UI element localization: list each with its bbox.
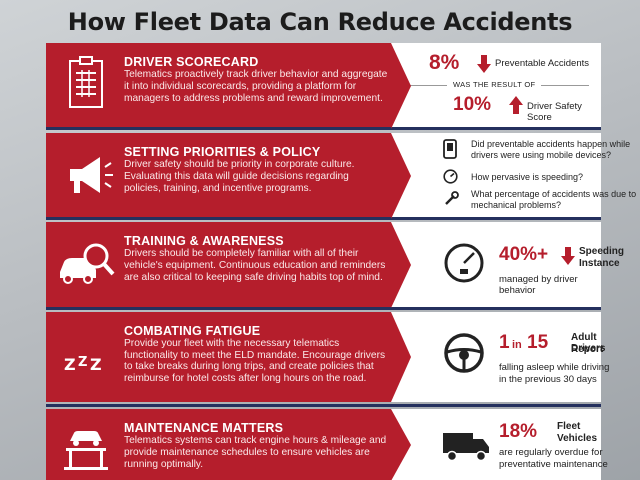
section-title: MAINTENANCE MATTERS [124,421,284,435]
speedometer-icon [443,169,458,184]
section-arrow [391,222,411,308]
stat-value: 15 [527,332,549,353]
stat-value: 40%+ [499,244,549,265]
section-divider [46,127,601,130]
section-description: Driver safety should be priority in corp… [124,159,355,194]
section-arrow [391,312,411,402]
arrow-up-icon [509,96,523,114]
section-description: Telematics systems can track engine hour… [124,435,387,470]
wrench-icon [445,191,459,205]
section-divider [46,217,601,220]
stat-value: 8% [429,51,460,74]
section-panel: MAINTENANCE MATTERS Telematics systems c… [46,409,391,480]
section-maintenance-matters: MAINTENANCE MATTERS Telematics systems c… [46,409,608,480]
stat-subtext: falling asleep while driving in the prev… [499,362,610,385]
section-setting-priorities: SETTING PRIORITIES & POLICY Driver safet… [46,133,636,219]
arrow-down-icon [477,55,491,73]
section-panel: TRAINING & AWARENESS Drivers should be c… [46,222,391,308]
section-title: DRIVER SCORECARD [124,55,259,69]
section-title: SETTING PRIORITIES & POLICY [124,145,321,159]
section-description: Provide your fleet with the necessary te… [124,338,386,384]
stat-label: Vehicles [557,433,598,444]
section-panel: Z Z Z COMBATING FATIGUE Provide your fle… [46,312,391,402]
section-stats: 18% Fleet Vehicles are regularly overdue… [391,409,608,480]
speedometer-icon [444,243,484,283]
svg-text:Z: Z [78,355,87,370]
arrow-down-icon [561,247,575,265]
section-divider [46,307,601,310]
section-training-awareness: TRAINING & AWARENESS Drivers should be c… [46,222,624,308]
stat-value: 10% [453,94,492,115]
connector-line-right [541,85,589,86]
connector-line-left [405,85,447,86]
stat-label: Preventable Accidents [495,58,590,69]
vehicle-lift-icon [64,431,108,470]
connector-text: WAS THE RESULT OF [453,80,536,89]
section-description: Drivers should be completely familiar wi… [124,248,386,283]
stat-label: Adult Drivers [571,332,606,354]
car-magnifier-icon [60,243,115,284]
section-description: Telematics proactively track driver beha… [124,69,388,104]
scorecard-clipboard-icon [69,56,103,108]
megaphone-icon [70,157,113,193]
sleep-zzz-icon: Z Z Z [64,355,102,374]
section-arrow [391,133,411,219]
section-arrow [391,43,411,129]
question-text: What percentage of accidents was due to … [471,189,637,210]
svg-text:Z: Z [64,355,76,374]
stat-label: Speeding [579,246,625,257]
section-stats: 1 in 15 Adult Drivers Report falling asl… [391,312,609,402]
stat-label: Report [571,344,604,355]
steering-wheel-icon [444,333,484,373]
section-stats: 8% Preventable Accidents WAS THE RESULT … [391,43,601,129]
mobile-phone-icon [443,139,457,159]
stat-value-in: in [512,339,522,351]
question-text: How pervasive is speeding? [471,172,584,182]
stat-label: Driver Safety Score [527,101,582,123]
svg-text:Z: Z [90,355,102,374]
section-questions: Did preventable accidents happen while d… [391,133,636,219]
section-stats: 40%+ Speeding Instance managed by driver… [391,222,624,308]
section-panel: SETTING PRIORITIES & POLICY Driver safet… [46,133,391,219]
section-arrow [391,409,411,480]
stat-value: 18% [499,421,538,442]
section-combating-fatigue: Z Z Z COMBATING FATIGUE Provide your fle… [46,312,609,402]
stat-label: Instance [579,258,620,269]
stat-subtext: are regularly overdue for preventative m… [499,447,608,470]
stat-value: 1 [499,332,510,353]
delivery-truck-icon [443,433,489,462]
question-text: Did preventable accidents happen while d… [471,139,631,160]
stat-label: Fleet [557,421,581,432]
section-panel: DRIVER SCORECARD Telematics proactively … [46,43,391,129]
section-title: TRAINING & AWARENESS [124,234,284,248]
stat-subtext: managed by driver behavior [499,274,578,296]
section-title: COMBATING FATIGUE [124,324,261,338]
section-divider [46,404,601,407]
section-driver-scorecard: DRIVER SCORECARD Telematics proactively … [46,43,601,129]
page-title: How Fleet Data Can Reduce Accidents [67,8,573,36]
